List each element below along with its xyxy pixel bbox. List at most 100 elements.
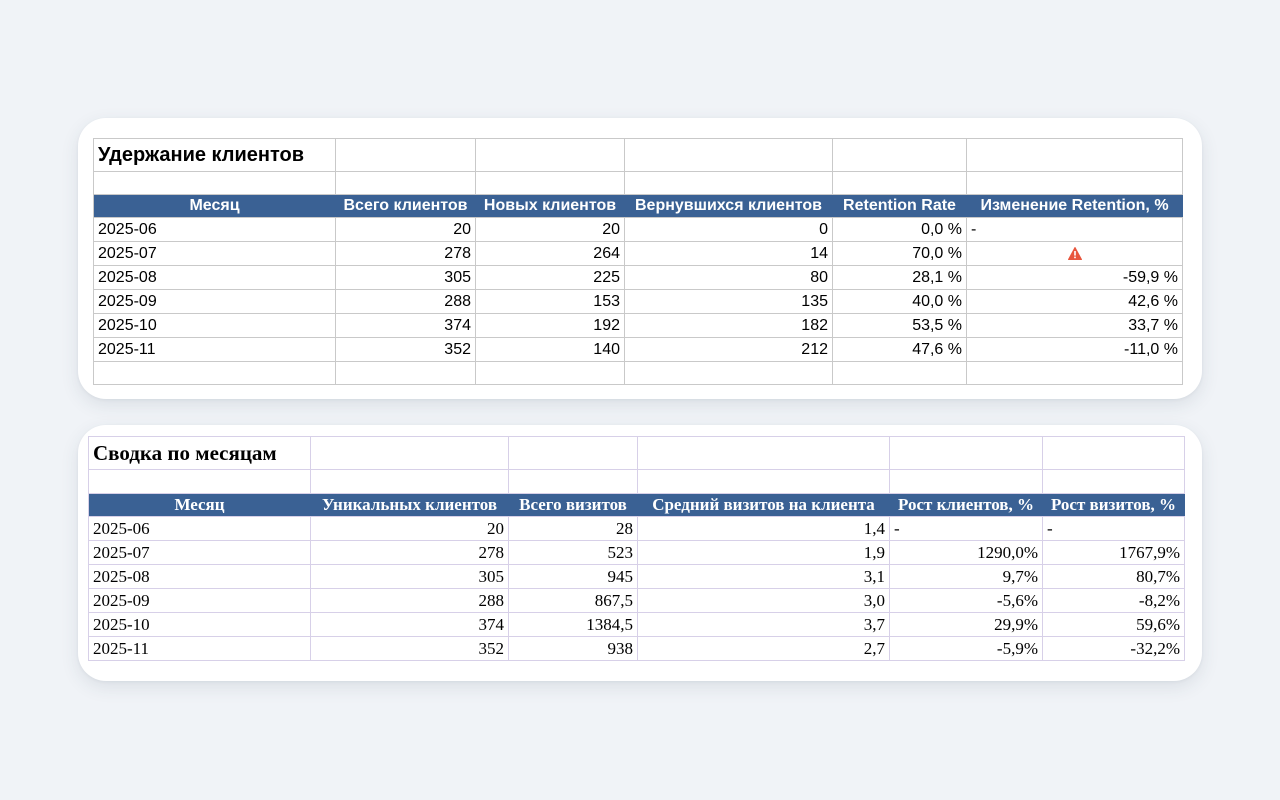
cell[interactable]	[966, 138, 1183, 172]
cell[interactable]: 53,5 %	[832, 313, 967, 338]
cell[interactable]: 288	[310, 588, 509, 613]
cell[interactable]: 140	[475, 337, 625, 362]
cell-month[interactable]: 2025-11	[93, 337, 336, 362]
cell[interactable]: 278	[310, 540, 509, 565]
cell[interactable]: 135	[624, 289, 833, 314]
cell[interactable]: 59,6%	[1042, 612, 1185, 637]
cell[interactable]: 80,7%	[1042, 564, 1185, 589]
column-header[interactable]: Вернувшихся клиентов	[624, 194, 833, 218]
cell[interactable]	[832, 171, 967, 195]
cell[interactable]	[93, 361, 336, 385]
cell[interactable]: 182	[624, 313, 833, 338]
cell[interactable]: 264	[475, 241, 625, 266]
cell-error[interactable]	[966, 241, 1183, 266]
cell[interactable]: 33,7 %	[966, 313, 1183, 338]
cell-month[interactable]: 2025-06	[93, 217, 336, 242]
cell[interactable]: 374	[310, 612, 509, 637]
cell[interactable]: 1,4	[637, 516, 890, 541]
column-header[interactable]: Месяц	[88, 493, 311, 517]
cell[interactable]	[624, 138, 833, 172]
cell[interactable]: 70,0 %	[832, 241, 967, 266]
cell-month[interactable]: 2025-07	[88, 540, 311, 565]
cell[interactable]	[637, 469, 890, 494]
column-header[interactable]: Retention Rate	[832, 194, 967, 218]
cell[interactable]: 40,0 %	[832, 289, 967, 314]
cell[interactable]: 3,0	[637, 588, 890, 613]
cell[interactable]: 14	[624, 241, 833, 266]
cell[interactable]: 2,7	[637, 636, 890, 661]
column-header[interactable]: Рост визитов, %	[1042, 493, 1185, 517]
cell-month[interactable]: 2025-08	[93, 265, 336, 290]
cell[interactable]	[475, 138, 625, 172]
cell[interactable]	[88, 469, 311, 494]
cell[interactable]: 1290,0%	[889, 540, 1043, 565]
column-header[interactable]: Уникальных клиентов	[310, 493, 509, 517]
cell[interactable]	[966, 171, 1183, 195]
cell[interactable]: 80	[624, 265, 833, 290]
cell[interactable]: 0,0 %	[832, 217, 967, 242]
cell-month[interactable]: 2025-09	[93, 289, 336, 314]
cell[interactable]: 305	[335, 265, 476, 290]
column-header[interactable]: Изменение Retention, %	[966, 194, 1183, 218]
cell[interactable]: -5,9%	[889, 636, 1043, 661]
cell[interactable]: 352	[310, 636, 509, 661]
cell[interactable]: 867,5	[508, 588, 638, 613]
cell[interactable]	[966, 361, 1183, 385]
cell[interactable]: 1384,5	[508, 612, 638, 637]
cell[interactable]: -5,6%	[889, 588, 1043, 613]
cell[interactable]	[508, 469, 638, 494]
cell[interactable]	[508, 436, 638, 470]
table-title[interactable]: Сводка по месяцам	[88, 436, 311, 470]
column-header[interactable]: Всего визитов	[508, 493, 638, 517]
cell[interactable]: 20	[310, 516, 509, 541]
cell[interactable]	[624, 361, 833, 385]
cell-month[interactable]: 2025-08	[88, 564, 311, 589]
cell[interactable]: 192	[475, 313, 625, 338]
cell[interactable]: 42,6 %	[966, 289, 1183, 314]
table-title[interactable]: Удержание клиентов	[93, 138, 336, 172]
cell[interactable]: 1,9	[637, 540, 890, 565]
cell[interactable]	[1042, 469, 1185, 494]
cell[interactable]: 28,1 %	[832, 265, 967, 290]
cell[interactable]: 945	[508, 564, 638, 589]
column-header[interactable]: Рост клиентов, %	[889, 493, 1043, 517]
cell[interactable]: 938	[508, 636, 638, 661]
cell[interactable]: 225	[475, 265, 625, 290]
cell[interactable]: 29,9%	[889, 612, 1043, 637]
cell[interactable]: 288	[335, 289, 476, 314]
cell[interactable]: -	[966, 217, 1183, 242]
cell[interactable]	[310, 469, 509, 494]
cell[interactable]: -8,2%	[1042, 588, 1185, 613]
cell[interactable]	[637, 436, 890, 470]
cell[interactable]: 352	[335, 337, 476, 362]
cell[interactable]: 20	[475, 217, 625, 242]
cell[interactable]: -59,9 %	[966, 265, 1183, 290]
cell-month[interactable]: 2025-07	[93, 241, 336, 266]
cell[interactable]	[93, 171, 336, 195]
cell[interactable]: 28	[508, 516, 638, 541]
cell-month[interactable]: 2025-10	[88, 612, 311, 637]
cell[interactable]: 9,7%	[889, 564, 1043, 589]
column-header[interactable]: Всего клиентов	[335, 194, 476, 218]
cell[interactable]	[889, 469, 1043, 494]
column-header[interactable]: Новых клиентов	[475, 194, 625, 218]
cell[interactable]	[832, 138, 967, 172]
cell[interactable]: 153	[475, 289, 625, 314]
cell[interactable]: -11,0 %	[966, 337, 1183, 362]
cell[interactable]: 20	[335, 217, 476, 242]
cell[interactable]: 278	[335, 241, 476, 266]
cell[interactable]: -	[889, 516, 1043, 541]
cell[interactable]: 305	[310, 564, 509, 589]
cell[interactable]	[832, 361, 967, 385]
cell[interactable]: 3,1	[637, 564, 890, 589]
cell[interactable]	[335, 361, 476, 385]
cell[interactable]: 212	[624, 337, 833, 362]
cell[interactable]: 523	[508, 540, 638, 565]
cell[interactable]: -32,2%	[1042, 636, 1185, 661]
cell-month[interactable]: 2025-11	[88, 636, 311, 661]
cell[interactable]	[475, 361, 625, 385]
cell[interactable]: -	[1042, 516, 1185, 541]
cell[interactable]: 374	[335, 313, 476, 338]
cell[interactable]: 1767,9%	[1042, 540, 1185, 565]
cell[interactable]	[475, 171, 625, 195]
